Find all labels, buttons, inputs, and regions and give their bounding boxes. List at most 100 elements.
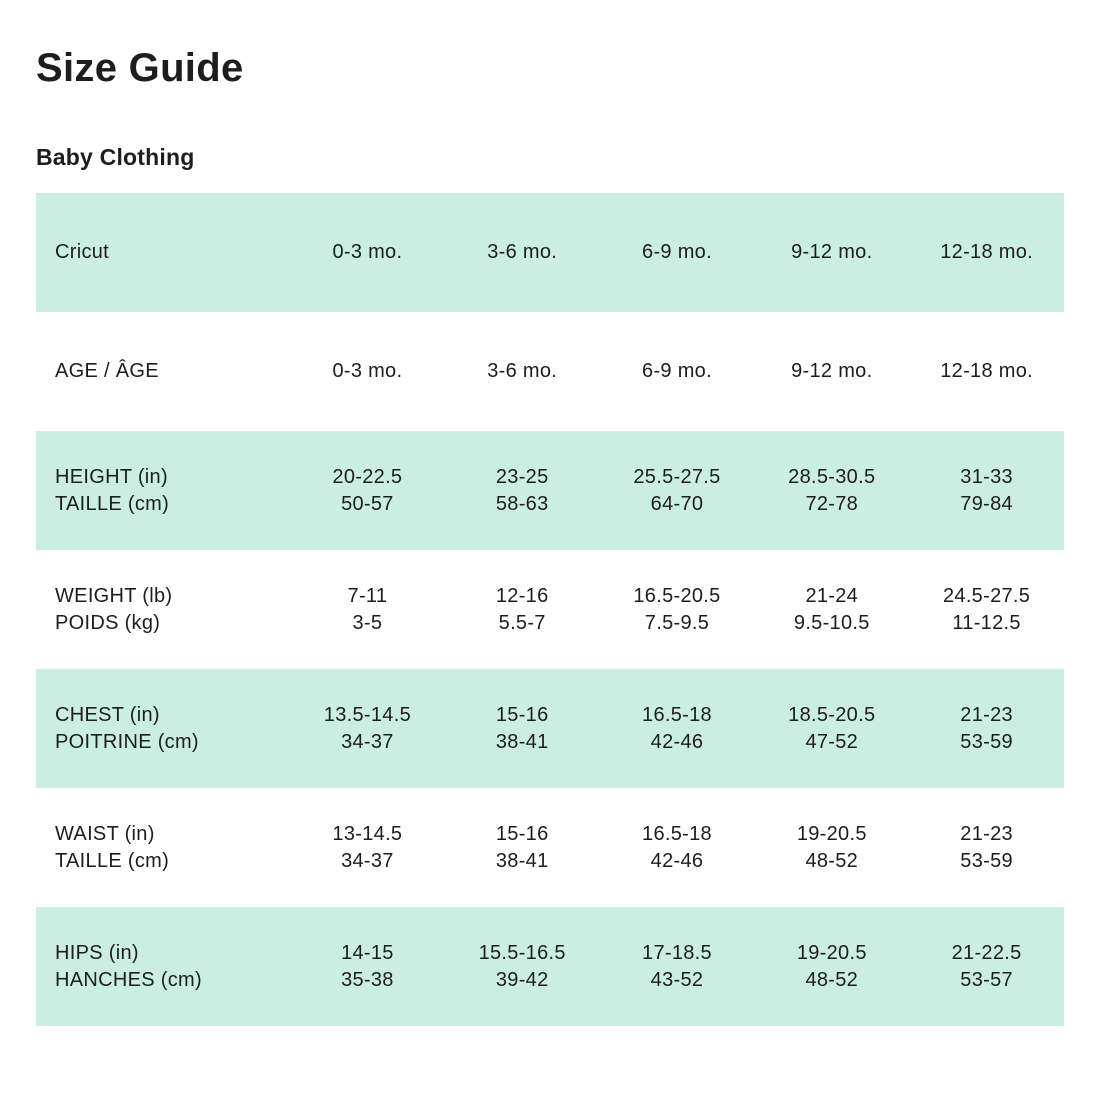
table-row: WAIST (in) TAILLE (cm) 13-14.5 34-37 15-16 38… bbox=[36, 788, 1064, 907]
size-value-line: 42-46 bbox=[650, 849, 704, 872]
size-value-cell: 6-9 mo. bbox=[600, 312, 755, 431]
size-value-line: 48-52 bbox=[805, 849, 859, 872]
size-value-line: 14-15 bbox=[341, 941, 394, 964]
size-value-line: 16.5-20.5 bbox=[633, 584, 721, 607]
size-value-line: 53-59 bbox=[960, 849, 1013, 872]
row-label: HIPS (in) HANCHES (cm) bbox=[36, 907, 290, 1026]
size-value-cell: 21-23 53-59 bbox=[909, 669, 1064, 788]
size-value-line: 38-41 bbox=[495, 730, 549, 753]
page-title: Size Guide bbox=[36, 46, 244, 90]
size-value-line: 24.5-27.5 bbox=[942, 584, 1031, 607]
size-value-line: 35-38 bbox=[341, 968, 394, 991]
size-value-line: 20-22.5 bbox=[332, 465, 403, 488]
size-value-cell: 20-22.5 50-57 bbox=[290, 431, 445, 550]
row-label-line: HANCHES (cm) bbox=[55, 968, 202, 991]
size-value-line: 9-12 mo. bbox=[791, 241, 873, 263]
row-label-line: POIDS (kg) bbox=[55, 611, 161, 634]
size-guide-page: Size Guide Baby Clothing Cricut 0-3 mo. 3-… bbox=[36, 46, 1064, 1026]
row-label: CHEST (in) POITRINE (cm) bbox=[36, 669, 290, 788]
size-value-line: 34-37 bbox=[341, 849, 394, 872]
size-value-cell: 23-25 58-63 bbox=[445, 431, 600, 550]
size-value-cell: 21-24 9.5-10.5 bbox=[754, 550, 909, 669]
size-value-cell: 14-15 35-38 bbox=[290, 907, 445, 1026]
size-value-line: 15-16 bbox=[495, 703, 549, 726]
size-value-line: 19-20.5 bbox=[796, 941, 867, 964]
size-value-line: 48-52 bbox=[805, 968, 859, 991]
size-value-cell: 25.5-27.5 64-70 bbox=[600, 431, 755, 550]
size-value-line: 15.5-16.5 bbox=[478, 941, 566, 964]
size-value-line: 3-6 mo. bbox=[487, 360, 558, 382]
table-row: AGE / ÂGE 0-3 mo. 3-6 mo. 6-9 mo. 9-12 mo. 12… bbox=[36, 312, 1064, 431]
size-value-cell: 7-11 3-5 bbox=[290, 550, 445, 669]
size-value-line: 0-3 mo. bbox=[332, 241, 403, 263]
size-value-line: 38-41 bbox=[495, 849, 549, 872]
size-value-line: 6-9 mo. bbox=[642, 241, 712, 263]
size-value-line: 12-18 mo. bbox=[940, 360, 1033, 382]
row-label-line: AGE / ÂGE bbox=[55, 360, 159, 382]
row-label-line: WEIGHT (lb) bbox=[55, 584, 173, 607]
size-value-cell: 28.5-30.5 72-78 bbox=[754, 431, 909, 550]
size-value-line: 12-16 bbox=[495, 584, 549, 607]
size-value-line: 3-5 bbox=[352, 611, 383, 634]
size-value-line: 7.5-9.5 bbox=[644, 611, 710, 634]
size-value-line: 13.5-14.5 bbox=[323, 703, 411, 726]
size-guide-table: Cricut 0-3 mo. 3-6 mo. 6-9 mo. 9-12 mo. 12-18… bbox=[36, 193, 1064, 1026]
size-value-line: 58-63 bbox=[495, 492, 549, 515]
size-value-cell: 31-33 79-84 bbox=[909, 431, 1064, 550]
section-title: Baby Clothing bbox=[36, 144, 195, 170]
table-row: HIPS (in) HANCHES (cm) 14-15 35-38 15.5-16.5… bbox=[36, 907, 1064, 1026]
row-label-line: HIPS (in) bbox=[55, 941, 139, 964]
size-value-line: 34-37 bbox=[341, 730, 394, 753]
size-value-cell: 16.5-20.5 7.5-9.5 bbox=[600, 550, 755, 669]
row-label: Cricut bbox=[36, 193, 290, 312]
row-label-line: Cricut bbox=[55, 241, 110, 263]
size-value-line: 21-24 bbox=[805, 584, 859, 607]
size-value-cell: 0-3 mo. bbox=[290, 312, 445, 431]
size-value-line: 18.5-20.5 bbox=[788, 703, 876, 726]
size-value-line: 42-46 bbox=[650, 730, 704, 753]
size-value-line: 31-33 bbox=[960, 465, 1013, 488]
size-value-line: 64-70 bbox=[650, 492, 704, 515]
size-value-cell: 21-23 53-59 bbox=[909, 788, 1064, 907]
size-value-line: 39-42 bbox=[495, 968, 549, 991]
size-value-cell: 12-18 mo. bbox=[909, 193, 1064, 312]
size-value-line: 53-59 bbox=[960, 730, 1013, 753]
row-label-line: CHEST (in) bbox=[55, 703, 160, 726]
size-value-cell: 15-16 38-41 bbox=[445, 788, 600, 907]
size-value-cell: 19-20.5 48-52 bbox=[754, 907, 909, 1026]
size-value-line: 17-18.5 bbox=[642, 941, 712, 964]
size-value-cell: 21-22.5 53-57 bbox=[909, 907, 1064, 1026]
size-value-line: 23-25 bbox=[495, 465, 549, 488]
size-value-cell: 6-9 mo. bbox=[600, 193, 755, 312]
size-value-line: 21-23 bbox=[960, 703, 1013, 726]
size-value-line: 19-20.5 bbox=[796, 822, 867, 845]
size-value-cell: 18.5-20.5 47-52 bbox=[754, 669, 909, 788]
table-row: CHEST (in) POITRINE (cm) 13.5-14.5 34-37 15-… bbox=[36, 669, 1064, 788]
size-value-line: 0-3 mo. bbox=[332, 360, 403, 382]
size-value-line: 53-57 bbox=[960, 968, 1013, 991]
size-value-line: 21-22.5 bbox=[951, 941, 1022, 964]
row-label-line: WAIST (in) bbox=[55, 822, 155, 845]
size-value-cell: 9-12 mo. bbox=[754, 312, 909, 431]
size-value-cell: 13-14.5 34-37 bbox=[290, 788, 445, 907]
size-value-cell: 12-18 mo. bbox=[909, 312, 1064, 431]
row-label-line: HEIGHT (in) bbox=[55, 465, 168, 488]
size-value-cell: 3-6 mo. bbox=[445, 312, 600, 431]
size-value-line: 16.5-18 bbox=[642, 703, 712, 726]
size-value-line: 25.5-27.5 bbox=[633, 465, 721, 488]
size-value-cell: 19-20.5 48-52 bbox=[754, 788, 909, 907]
row-label: HEIGHT (in) TAILLE (cm) bbox=[36, 431, 290, 550]
size-value-cell: 15.5-16.5 39-42 bbox=[445, 907, 600, 1026]
size-value-line: 15-16 bbox=[495, 822, 549, 845]
row-label-line: TAILLE (cm) bbox=[55, 849, 170, 872]
size-value-line: 28.5-30.5 bbox=[788, 465, 876, 488]
size-value-line: 47-52 bbox=[805, 730, 859, 753]
size-value-cell: 3-6 mo. bbox=[445, 193, 600, 312]
size-value-line: 43-52 bbox=[650, 968, 704, 991]
size-value-line: 6-9 mo. bbox=[642, 360, 712, 382]
row-label-line: TAILLE (cm) bbox=[55, 492, 170, 515]
table-row: Cricut 0-3 mo. 3-6 mo. 6-9 mo. 9-12 mo. 12-18… bbox=[36, 193, 1064, 312]
table-row: HEIGHT (in) TAILLE (cm) 20-22.5 50-57 23-25 5… bbox=[36, 431, 1064, 550]
size-value-line: 50-57 bbox=[341, 492, 394, 515]
size-value-line: 21-23 bbox=[960, 822, 1013, 845]
